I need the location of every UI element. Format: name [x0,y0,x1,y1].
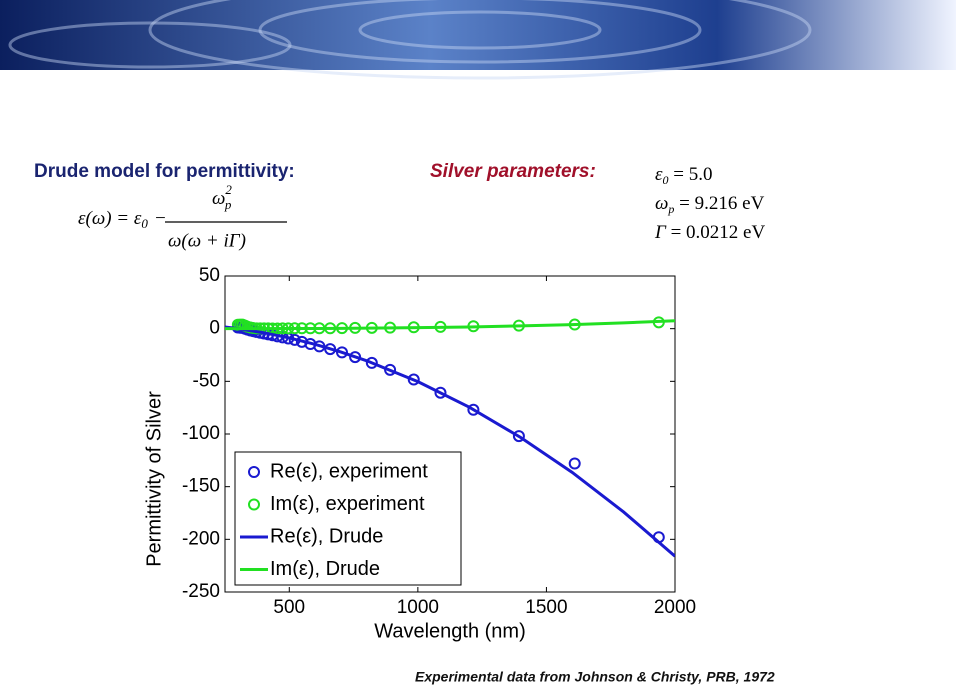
parameter-value: = 0.0212 eV [666,222,766,243]
y-tick-label: -100 [182,423,220,444]
formula-text: ε(ω) = ε [78,208,142,229]
parameter-symbol: ε [655,164,663,185]
parameters: ε0 = 5.0ωp = 9.216 eVΓ = 0.0212 eV [654,164,765,243]
x-axis-label: Wavelength (nm) [374,620,526,642]
y-tick-label: -50 [193,370,220,391]
x-tick-label: 1500 [525,597,567,618]
legend-label: Re(ε), experiment [270,460,428,482]
formula-sup: 2 [225,182,232,197]
parameter-sub: 0 [663,173,669,187]
banner [0,0,956,70]
formula-num: ω2 p [212,182,232,212]
parameter-value: = 5.0 [669,164,713,185]
ripples [8,0,812,80]
x-tick-label: 1000 [397,597,439,618]
y-tick-label: -150 [182,476,220,497]
line [225,325,675,558]
y-tick-label: -200 [182,528,220,549]
point [467,403,480,416]
legend-label: Im(ε), Drude [270,558,380,580]
parameter-value: = 9.216 eV [674,193,764,214]
parameter-sub: p [667,202,674,216]
formula: ε(ω) = ε0 − ω2 p ω(ω + iΓ) [78,182,287,251]
heading: Drude model for permittivity: [34,161,295,182]
parameter: ωp = 9.216 eV [655,193,765,215]
legend-swatch [248,498,260,511]
point [365,356,378,369]
formula-text: ω [212,188,225,209]
heading: Silver parameters: [430,161,596,182]
line [225,319,675,331]
footer: Experimental data from Johnson & Christy… [415,669,775,685]
y-tick-label: 50 [199,265,220,286]
parameter-symbol: ω [655,193,668,214]
legend-label: Im(ε), experiment [270,493,425,515]
y-tick-label: 0 [209,318,220,339]
formula-op: − [154,208,167,229]
parameter-symbol: Γ [654,222,667,243]
point [512,430,525,443]
point [407,373,420,386]
parameter: ε0 = 5.0 [655,164,712,186]
x-tick-label: 2000 [654,597,696,618]
formula-sub: p [224,197,232,212]
parameter: Γ = 0.0212 eV [654,222,765,243]
y-axis-label: Permittivity of Silver [143,391,165,567]
point [568,457,581,470]
legend-swatch [248,466,260,478]
y-tick-label: -250 [182,581,220,602]
legend [234,451,462,586]
point [434,386,447,399]
x-tick-label: 500 [273,597,305,618]
formula-den: ω(ω + iΓ) [168,230,246,251]
formula-sub: 0 [141,216,148,231]
legend-label: Re(ε), Drude [270,525,383,547]
formula-lhs: ε(ω) = ε0− [78,208,167,231]
